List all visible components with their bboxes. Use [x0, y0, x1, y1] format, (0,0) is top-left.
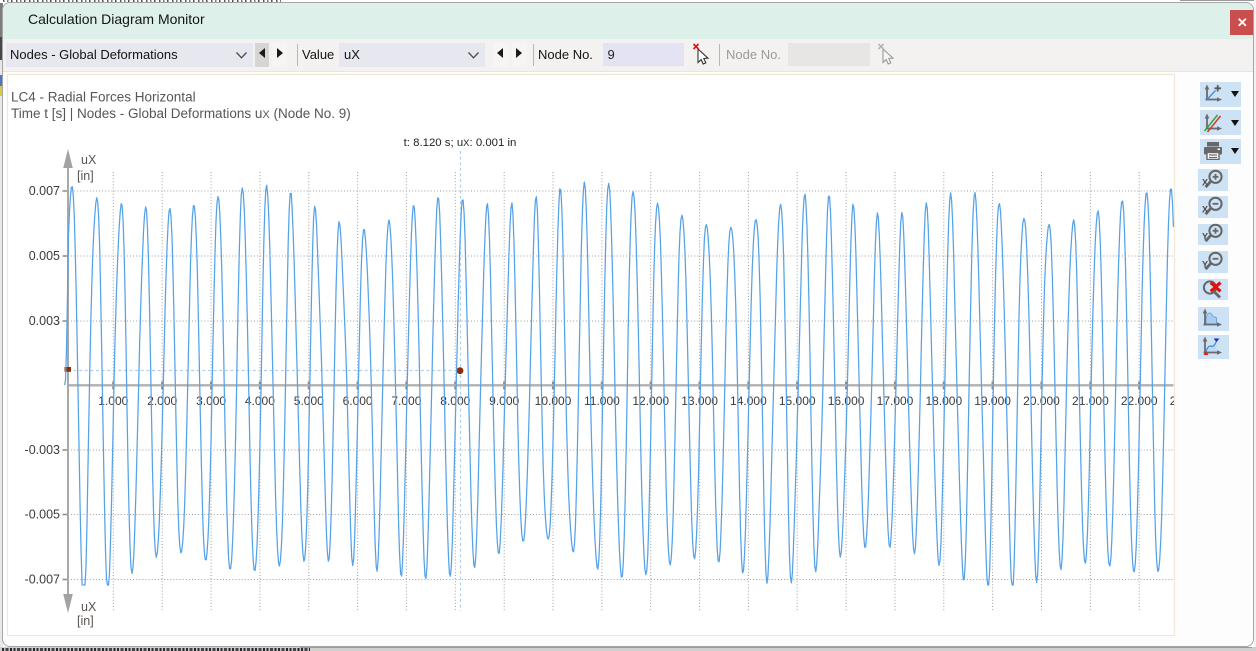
- svg-text:-0.007: -0.007: [25, 573, 60, 587]
- svg-text:Y: Y: [1202, 232, 1208, 242]
- svg-text:X: X: [1202, 204, 1208, 214]
- svg-text:10.000: 10.000: [535, 394, 572, 408]
- svg-text:X: X: [1202, 177, 1208, 187]
- svg-text:uX: uX: [81, 600, 97, 614]
- svg-text:16.000: 16.000: [828, 394, 865, 408]
- svg-text:Time t [s] | Nodes - Global De: Time t [s] | Nodes - Global Deformations…: [11, 106, 351, 121]
- svg-text:Y: Y: [1202, 259, 1208, 269]
- svg-text:t: 8.120 s; uX: 0.001 in: t: 8.120 s; uX: 0.001 in: [404, 137, 517, 149]
- svg-text:LC4 - Radial Forces Horizontal: LC4 - Radial Forces Horizontal: [11, 90, 196, 105]
- svg-text:uX: uX: [81, 153, 97, 167]
- svg-text:0.003: 0.003: [29, 314, 60, 328]
- svg-text:-0.003: -0.003: [25, 443, 60, 457]
- svg-text:[in]: [in]: [77, 169, 94, 183]
- svg-text:23.000: 23.000: [1170, 394, 1207, 408]
- svg-text:-0.005: -0.005: [25, 508, 60, 522]
- svg-text:0.005: 0.005: [29, 249, 60, 263]
- svg-text:[in]: [in]: [77, 614, 94, 628]
- svg-text:0.007: 0.007: [29, 184, 60, 198]
- svg-text:4.000: 4.000: [245, 394, 275, 408]
